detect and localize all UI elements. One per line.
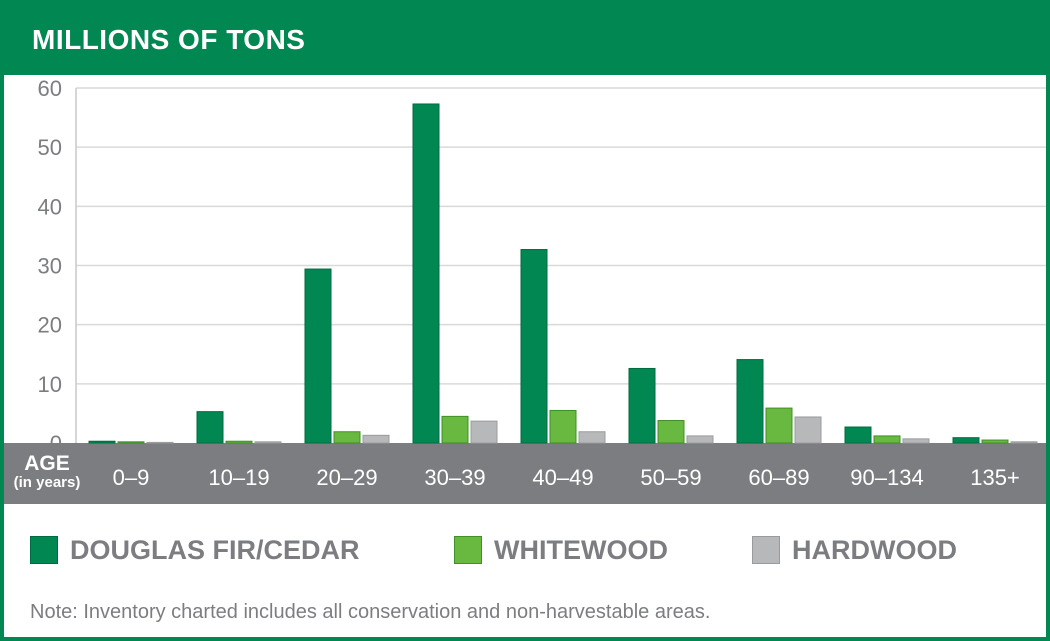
x-tick-label: 135+ [970,465,1020,490]
x-tick-label: 90–134 [850,465,923,490]
bar-hardwood-1 [254,441,282,444]
y-tick-label: 10 [38,372,62,397]
bar-hardwood-0 [146,441,174,444]
y-tick-label: 30 [38,254,62,279]
legend-label-douglas-fir: DOUGLAS FIR/CEDAR [70,535,360,565]
bar-whitewood-4 [549,409,577,444]
bar-douglas-fir-cedar-2 [304,268,332,444]
legend-swatch-hardwood [752,536,780,564]
bar-hardwood-8 [1010,441,1038,444]
x-tick-label: 30–39 [424,465,485,490]
bar-hardwood-7 [902,438,930,444]
bar-whitewood-8 [981,439,1009,444]
bar-douglas-fir-cedar-6 [736,359,764,444]
legend-swatch-whitewood [454,536,482,564]
x-axis-band [4,443,1046,504]
footnote: Note: Inventory charted includes all con… [30,601,711,623]
y-tick-label: 20 [38,313,62,338]
bar-douglas-fir-cedar-4 [520,249,548,444]
bar-douglas-fir-cedar-8 [952,437,980,444]
legend-label-hardwood: HARDWOOD [792,535,957,565]
bar-douglas-fir-cedar-7 [844,426,872,444]
y-tick-label: 50 [38,135,62,160]
legend: DOUGLAS FIR/CEDAR WHITEWOOD HARDWOOD [30,533,1020,573]
x-axis-sublabel: (in years) [13,474,81,491]
bar-hardwood-5 [686,435,714,444]
x-axis-label: AGE [24,452,70,475]
bar-hardwood-2 [362,434,390,444]
bar-whitewood-1 [225,440,253,444]
bar-whitewood-3 [441,415,469,444]
bar-whitewood-0 [117,441,145,444]
legend-swatch-douglas-fir [30,536,58,564]
x-tick-label: 60–89 [748,465,809,490]
y-tick-label: 0 [50,431,62,456]
x-tick-label: 50–59 [640,465,701,490]
y-tick-label: 40 [38,194,62,219]
bar-douglas-fir-cedar-1 [196,411,224,444]
bar-hardwood-4 [578,431,606,444]
y-tick-label: 60 [38,76,62,101]
x-tick-label: 0–9 [113,465,150,490]
bar-whitewood-5 [657,420,685,444]
x-tick-label: 10–19 [208,465,269,490]
chart-header: MILLIONS OF TONS [0,0,1050,75]
bar-douglas-fir-cedar-0 [88,440,116,444]
chart-title: MILLIONS OF TONS [32,24,306,55]
bar-douglas-fir-cedar-3 [412,103,440,444]
bar-whitewood-2 [333,431,361,444]
x-tick-label: 20–29 [316,465,377,490]
legend-label-whitewood: WHITEWOOD [494,535,668,565]
bar-whitewood-6 [765,407,793,444]
bar-hardwood-3 [470,420,498,444]
bar-whitewood-7 [873,435,901,444]
x-tick-label: 40–49 [532,465,593,490]
bar-douglas-fir-cedar-5 [628,367,656,444]
bar-hardwood-6 [794,416,822,444]
